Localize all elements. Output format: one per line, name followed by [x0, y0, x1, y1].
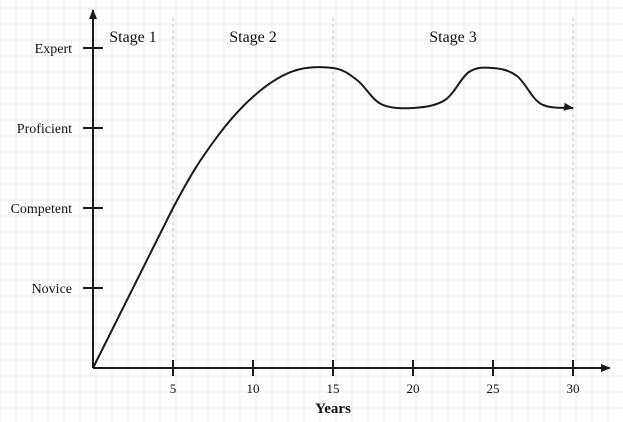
x-tick-label: 30: [567, 381, 580, 396]
stage-label: Stage 2: [229, 29, 277, 46]
level-label: Proficient: [17, 122, 72, 137]
level-label: Competent: [11, 202, 73, 217]
level-label: Novice: [32, 282, 72, 297]
stage-dividers: [172, 18, 574, 368]
x-tick-label: 10: [247, 381, 260, 396]
axes: [89, 9, 611, 372]
x-tick-label: 25: [487, 381, 500, 396]
x-tick-label: 15: [327, 381, 340, 396]
y-ticks: Novice Competent Proficient Expert: [11, 42, 103, 297]
x-tick-label: 5: [170, 381, 177, 396]
x-tick-label: 20: [407, 381, 420, 396]
x-ticks: 5 10 15 20 25 30: [170, 360, 580, 396]
stage-label: Stage 1: [109, 29, 157, 46]
stage-label: Stage 3: [429, 29, 477, 46]
stage-labels: Stage 1 Stage 2 Stage 3: [109, 29, 477, 46]
skill-curve: [92, 66, 574, 369]
level-label: Expert: [35, 42, 72, 57]
x-axis-title: Years: [315, 401, 351, 417]
